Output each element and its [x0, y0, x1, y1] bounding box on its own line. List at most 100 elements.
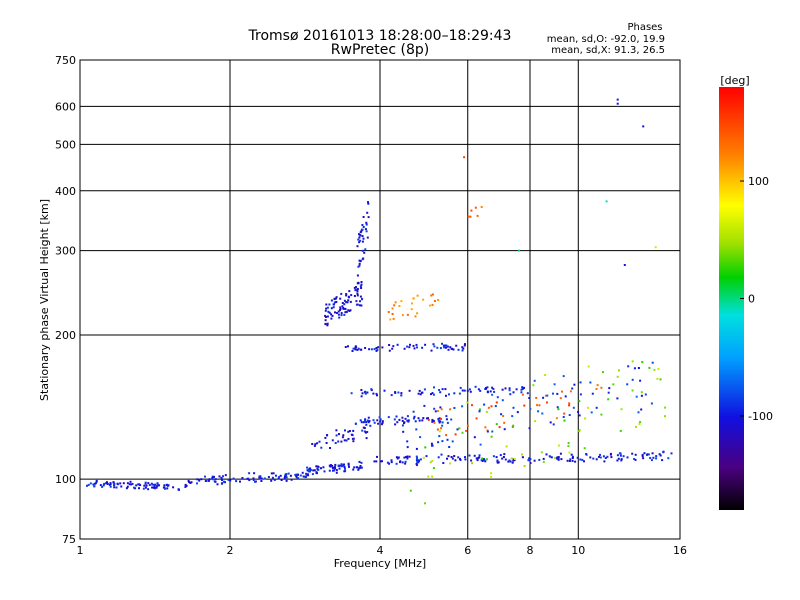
data-point — [87, 483, 90, 486]
data-point — [461, 405, 464, 408]
data-point — [352, 347, 355, 350]
colorbar-gradient — [719, 87, 744, 510]
data-point — [421, 419, 424, 422]
data-point — [214, 478, 217, 481]
data-point — [367, 202, 370, 205]
y-tick-label: 750 — [55, 54, 76, 67]
data-point — [345, 310, 348, 313]
data-point — [650, 402, 653, 405]
data-point — [398, 305, 401, 307]
data-point — [459, 386, 462, 389]
data-point — [419, 393, 422, 396]
data-point — [366, 391, 369, 394]
data-point — [418, 389, 421, 392]
data-point — [410, 308, 413, 311]
data-point — [461, 349, 464, 352]
data-point — [364, 431, 367, 434]
data-point — [394, 423, 397, 426]
data-point — [511, 461, 514, 464]
data-point — [390, 461, 393, 464]
data-point — [326, 315, 329, 318]
data-point — [360, 461, 363, 464]
data-point — [619, 454, 622, 457]
data-point — [137, 483, 140, 486]
data-point — [331, 466, 334, 469]
data-point — [338, 467, 341, 470]
data-point — [407, 420, 410, 423]
data-point — [589, 456, 592, 459]
data-point — [406, 415, 409, 418]
data-point — [634, 453, 637, 456]
data-point — [639, 379, 642, 382]
data-point — [361, 429, 364, 432]
data-point — [196, 478, 199, 481]
x-tick-label: 6 — [464, 544, 471, 557]
data-point — [285, 476, 288, 479]
data-point — [334, 311, 336, 314]
data-point — [330, 307, 333, 310]
data-point — [138, 483, 141, 486]
data-point — [492, 388, 495, 390]
data-point — [334, 442, 337, 444]
data-point — [423, 388, 426, 391]
data-point — [552, 392, 554, 395]
data-point — [423, 404, 426, 407]
data-point — [350, 433, 353, 436]
data-point — [641, 361, 644, 364]
data-point — [164, 487, 166, 490]
data-point — [353, 295, 356, 297]
data-point — [348, 310, 351, 312]
data-point — [365, 223, 368, 226]
data-point — [555, 417, 558, 420]
data-point — [344, 346, 347, 348]
data-point — [590, 411, 593, 414]
data-point — [330, 317, 333, 320]
data-point — [496, 461, 499, 464]
data-point — [462, 347, 465, 350]
data-point — [348, 296, 350, 299]
data-point — [406, 419, 409, 422]
data-point — [99, 484, 102, 487]
data-point — [610, 456, 613, 459]
data-point — [430, 442, 433, 445]
stats-heading: Phases — [627, 22, 662, 33]
data-point — [463, 156, 466, 159]
data-point — [375, 349, 378, 352]
data-point — [480, 206, 483, 208]
data-point — [600, 413, 603, 416]
data-point — [567, 445, 570, 448]
data-point — [486, 391, 489, 394]
data-point — [344, 467, 346, 470]
data-point — [331, 439, 334, 442]
data-point — [448, 393, 450, 396]
data-point — [361, 258, 364, 261]
data-point — [422, 298, 425, 301]
data-point — [356, 292, 359, 295]
data-point — [616, 454, 619, 457]
data-point — [533, 459, 536, 462]
data-point — [587, 406, 590, 409]
data-point — [415, 447, 418, 450]
data-point — [394, 301, 397, 304]
data-point — [260, 477, 263, 480]
data-point — [375, 460, 378, 463]
data-point — [484, 460, 487, 463]
data-point — [334, 463, 337, 466]
data-point — [431, 392, 434, 395]
data-point — [86, 484, 88, 487]
data-point — [526, 392, 529, 395]
data-point — [424, 446, 427, 449]
data-point — [335, 469, 338, 472]
data-point — [443, 346, 446, 349]
data-point — [555, 457, 558, 460]
data-point — [464, 456, 466, 459]
data-point — [440, 427, 443, 430]
data-point — [412, 417, 415, 420]
data-point — [469, 390, 472, 393]
data-point — [367, 421, 370, 424]
data-point — [369, 424, 372, 427]
data-point — [595, 406, 598, 409]
data-point — [404, 417, 407, 420]
x-tick-label: 8 — [527, 544, 534, 557]
data-point — [363, 427, 366, 429]
